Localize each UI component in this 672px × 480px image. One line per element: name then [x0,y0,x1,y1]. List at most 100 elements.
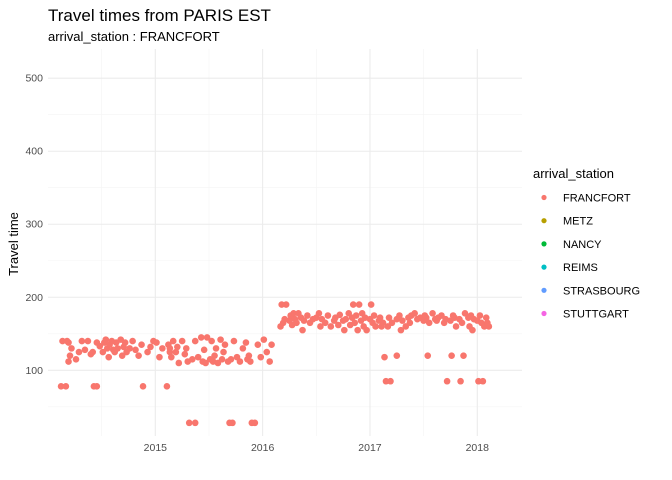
data-point [452,323,460,330]
data-point [72,356,80,363]
data-point [220,348,227,356]
major-gridlines-y [48,77,522,371]
data-point [212,345,220,352]
data-point [379,319,387,327]
data-point [57,383,65,390]
legend-key [541,241,547,247]
data-point [230,337,238,345]
data-point [424,352,432,359]
data-point [293,319,300,327]
chart-subtitle: arrival_station : FRANCFORT [48,29,220,44]
x-tick-label: 2018 [466,442,490,454]
chart-title: Travel times from PARIS EST [48,6,271,25]
data-point [411,310,418,317]
data-point [62,383,70,390]
data-point [443,377,451,385]
data-point [81,346,89,354]
y-tick-label: 300 [25,219,43,231]
data-point [118,352,126,359]
data-point [260,336,268,343]
data-point [349,301,357,308]
data-point [341,326,348,334]
legend-key [541,218,547,224]
plot-panel [48,49,522,436]
data-point [166,345,174,352]
data-point [429,310,436,317]
data-point [168,353,175,361]
legend-label: REIMS [563,262,598,274]
data-point [396,312,403,319]
legend-key [541,194,547,201]
data-point [96,342,104,350]
data-point [163,383,171,390]
data-point [147,343,154,351]
data-point [381,353,388,361]
data-point [458,319,466,327]
data-point [299,326,306,334]
data-point [191,337,199,345]
data-point [139,383,147,390]
data-point [208,337,215,345]
data-point [229,419,236,427]
legend-label: FRANCFORT [563,193,631,205]
legend-label: METZ [563,216,593,228]
data-point [75,348,83,356]
data-point [159,345,166,352]
y-tick-label: 200 [25,292,43,304]
data-points [57,301,493,427]
legend-title: arrival_station [533,166,614,181]
legend-label: NANCY [563,239,602,251]
data-point [227,356,235,363]
data-point [93,383,101,390]
data-point [144,348,151,356]
data-point [221,341,229,349]
data-point [191,419,199,427]
y-tick-label: 100 [25,365,43,377]
data-point [194,353,202,361]
data-point [239,345,247,352]
data-point [156,353,163,361]
data-point [376,314,384,322]
data-point [317,323,324,330]
data-point [382,377,390,385]
data-point [363,326,370,334]
legend-key [541,310,547,317]
y-tick-label: 400 [25,146,43,158]
data-point [282,301,290,308]
data-point [211,352,218,359]
data-point [217,336,224,343]
data-point [66,352,74,359]
data-point [247,358,254,365]
data-point [174,343,181,351]
data-point [425,319,433,327]
data-point [121,339,129,346]
data-point [202,359,209,367]
minor-gridlines-y [48,114,522,408]
data-point [172,348,180,356]
data-point [105,353,113,361]
data-point [397,326,405,334]
y-tick-label: 500 [25,73,43,85]
data-point [68,345,75,352]
data-point [254,341,262,349]
data-point [218,356,226,363]
data-point [78,337,86,345]
data-point [266,358,273,365]
data-point [460,352,467,359]
x-tick-label: 2017 [358,442,382,454]
data-point [268,341,275,349]
major-gridlines-x [154,49,478,436]
data-point [153,339,160,346]
data-point [257,353,265,361]
data-point [479,377,487,385]
data-point [185,419,193,427]
data-point [126,345,133,352]
data-point [355,301,363,308]
data-point [476,312,484,319]
data-point [89,348,97,356]
legend-key [541,287,547,293]
data-point [342,315,350,323]
data-point [406,319,414,327]
data-point [370,312,378,319]
data-point [65,339,72,346]
